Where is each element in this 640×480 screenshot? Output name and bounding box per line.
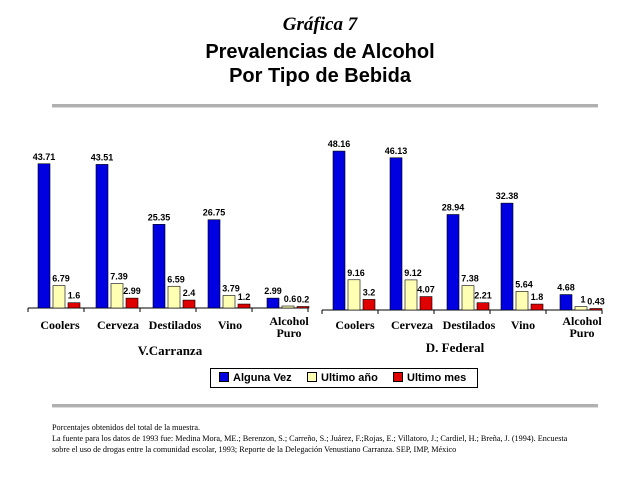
data-label: 4.68 bbox=[557, 283, 575, 293]
legend-item-alguna-vez: Alguna Vez bbox=[219, 371, 292, 385]
legend-item-ultimo-mes: Ultimo mes bbox=[393, 371, 466, 385]
data-label: 2.99 bbox=[123, 286, 141, 296]
category-label: Coolers bbox=[335, 318, 375, 332]
data-label: 9.12 bbox=[404, 268, 422, 278]
bottom-divider bbox=[52, 404, 598, 408]
data-label: 48.16 bbox=[328, 139, 351, 149]
footnotes: Porcentajes obtenidos del total de la mu… bbox=[52, 422, 622, 455]
bar bbox=[125, 297, 139, 309]
bar bbox=[37, 163, 51, 309]
data-label: 9.16 bbox=[347, 268, 365, 278]
bar bbox=[476, 302, 490, 311]
bar bbox=[515, 291, 529, 311]
bar bbox=[332, 150, 346, 311]
data-label: 46.13 bbox=[385, 146, 408, 156]
data-label: 3.79 bbox=[222, 283, 240, 293]
category-label: Puro bbox=[569, 326, 594, 340]
legend-swatch-alguna-vez bbox=[219, 372, 229, 383]
data-label: 0.43 bbox=[587, 297, 605, 307]
data-label: 43.71 bbox=[33, 152, 56, 162]
category-label: Cerveza bbox=[97, 318, 139, 332]
data-label: 25.35 bbox=[148, 212, 171, 222]
bar bbox=[266, 297, 280, 309]
data-label: 5.64 bbox=[515, 279, 533, 289]
chart-title-line1: Prevalencias de Alcohol bbox=[205, 41, 435, 63]
data-label: 1.6 bbox=[68, 291, 81, 301]
bar bbox=[530, 303, 544, 311]
bar bbox=[52, 285, 66, 309]
bar bbox=[182, 299, 196, 309]
bar bbox=[500, 202, 514, 311]
data-label: 1 bbox=[580, 295, 585, 305]
footnote-line-1: Porcentajes obtenidos del total de la mu… bbox=[52, 423, 201, 432]
category-label: Alcohol bbox=[269, 314, 309, 328]
bar bbox=[95, 164, 109, 309]
bar bbox=[559, 294, 573, 311]
bar bbox=[446, 214, 460, 311]
bar bbox=[152, 224, 166, 309]
category-label: Vino bbox=[218, 318, 242, 332]
chart-title-line2: Por Tipo de Bebida bbox=[229, 65, 411, 87]
bar bbox=[389, 157, 403, 311]
data-label: 2.4 bbox=[183, 288, 196, 298]
data-label: 0.2 bbox=[297, 295, 310, 305]
footnote-line-2: La fuente para los datos de 1993 fue: Me… bbox=[52, 434, 568, 443]
legend: Alguna Vez Ultimo año Ultimo mes bbox=[210, 368, 478, 388]
data-label: 2.21 bbox=[474, 291, 492, 301]
group-label: D. Federal bbox=[426, 340, 485, 355]
category-label: Puro bbox=[276, 326, 301, 340]
data-label: 32.38 bbox=[496, 191, 519, 201]
category-label: Alcohol bbox=[562, 314, 602, 328]
bar-chart: 43.71 6.79 1.6 Coolers 43.51 7.39 2.99 Cerveza 2… bbox=[27, 139, 605, 358]
bar bbox=[362, 299, 376, 311]
data-label: 1.2 bbox=[238, 292, 251, 302]
legend-label-alguna-vez: Alguna Vez bbox=[233, 372, 292, 384]
data-label: 2.99 bbox=[264, 286, 282, 296]
footnote-line-3: sobre el uso de drogas entre la comunida… bbox=[52, 445, 457, 454]
data-label: 28.94 bbox=[442, 202, 465, 212]
legend-label-ultimo-ano: Ultimo año bbox=[321, 372, 378, 384]
legend-swatch-ultimo-mes bbox=[393, 372, 403, 383]
data-label: 0.6 bbox=[284, 294, 297, 304]
category-label: Vino bbox=[511, 318, 535, 332]
bar bbox=[574, 306, 588, 311]
data-label: 7.39 bbox=[110, 272, 128, 282]
data-label: 7.38 bbox=[461, 274, 479, 284]
bar bbox=[222, 295, 236, 309]
top-divider bbox=[52, 104, 598, 108]
bar bbox=[207, 219, 221, 309]
bar bbox=[404, 279, 418, 311]
bar bbox=[589, 308, 603, 311]
bar bbox=[110, 283, 124, 309]
data-label: 4.07 bbox=[417, 285, 435, 295]
category-label: Destilados bbox=[443, 318, 496, 332]
bar bbox=[461, 285, 475, 311]
category-label: Destilados bbox=[149, 318, 202, 332]
data-label: 26.75 bbox=[203, 208, 226, 218]
bar bbox=[67, 302, 81, 309]
bar bbox=[167, 285, 181, 309]
legend-item-ultimo-ano: Ultimo año bbox=[307, 371, 378, 385]
group-label: V.Carranza bbox=[138, 343, 203, 358]
data-label: 43.51 bbox=[91, 152, 114, 162]
data-label: 1.8 bbox=[531, 292, 544, 302]
chart-heading: Gráfica 7 Prevalencias de Alcohol Por Ti… bbox=[0, 14, 640, 88]
data-label: 3.2 bbox=[363, 287, 376, 297]
legend-label-ultimo-mes: Ultimo mes bbox=[407, 372, 467, 384]
bar bbox=[296, 306, 310, 309]
bar bbox=[347, 279, 361, 311]
legend-swatch-ultimo-ano bbox=[307, 372, 317, 383]
category-label: Coolers bbox=[40, 318, 80, 332]
bar bbox=[419, 296, 433, 311]
bar bbox=[237, 303, 251, 309]
data-label: 6.79 bbox=[52, 274, 70, 284]
figure-label: Gráfica 7 bbox=[282, 14, 358, 35]
data-label: 6.59 bbox=[167, 274, 185, 284]
category-label: Cerveza bbox=[391, 318, 433, 332]
bar bbox=[281, 305, 295, 309]
